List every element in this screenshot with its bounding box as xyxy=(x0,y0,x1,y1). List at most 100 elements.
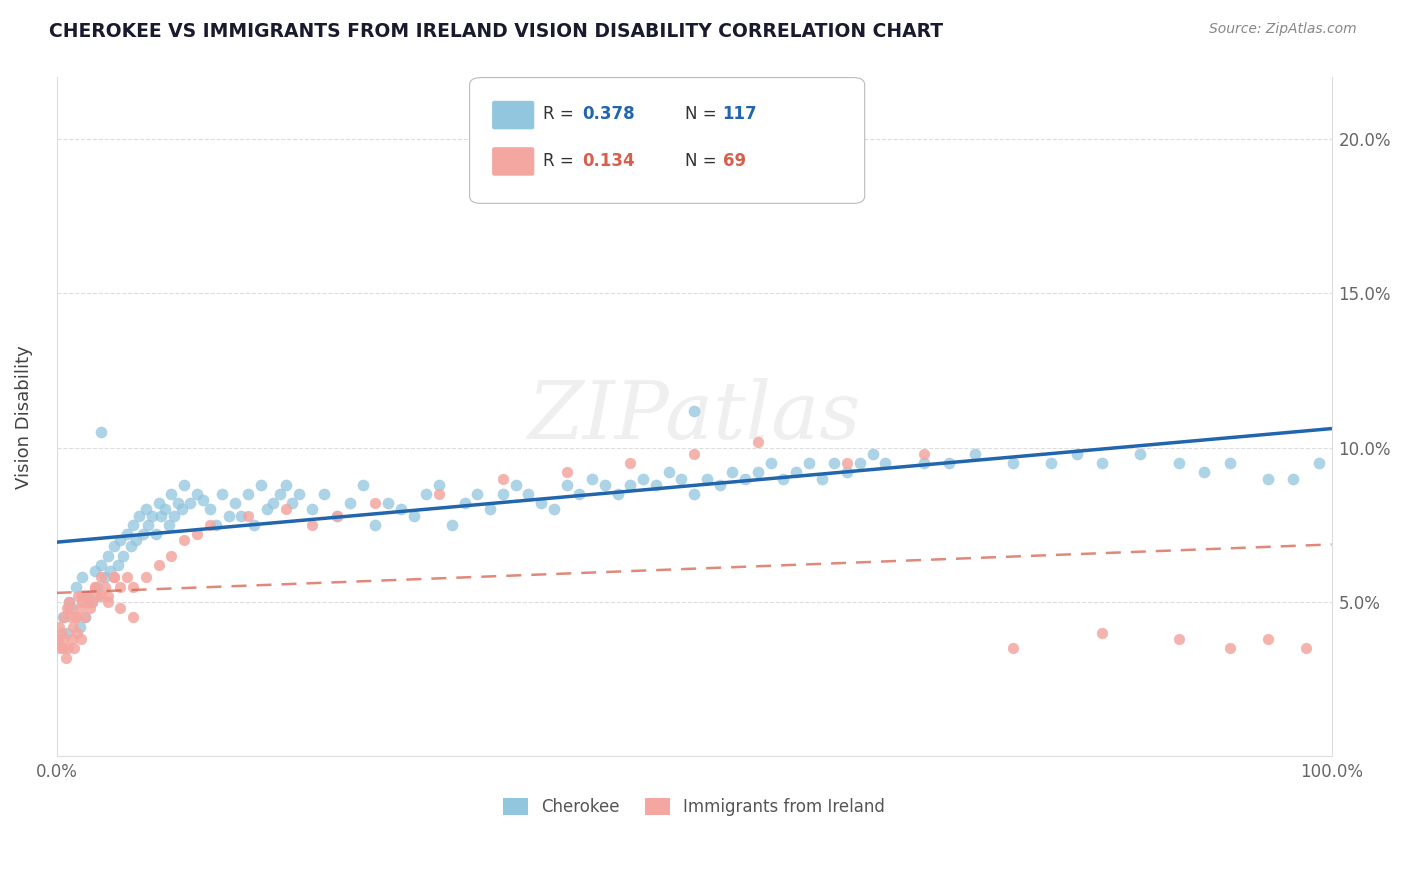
Point xyxy=(160,487,183,501)
Point xyxy=(862,447,884,461)
Point xyxy=(122,517,145,532)
Point xyxy=(73,610,96,624)
Point xyxy=(157,517,180,532)
Point xyxy=(555,477,578,491)
Point xyxy=(124,533,146,548)
Point xyxy=(163,508,186,523)
Point xyxy=(59,610,82,624)
Point xyxy=(83,580,105,594)
Point xyxy=(734,472,756,486)
Point xyxy=(56,625,79,640)
Point xyxy=(314,487,336,501)
Point xyxy=(69,601,91,615)
Point xyxy=(205,517,228,532)
Point xyxy=(568,487,591,501)
Point xyxy=(69,632,91,646)
Point xyxy=(103,570,125,584)
Point xyxy=(65,580,87,594)
Point xyxy=(79,601,101,615)
Point xyxy=(1066,447,1088,461)
Point xyxy=(1167,632,1189,646)
Point xyxy=(1040,456,1063,470)
Legend: Cherokee, Immigrants from Ireland: Cherokee, Immigrants from Ireland xyxy=(496,791,891,822)
Point xyxy=(90,570,112,584)
Point xyxy=(849,456,872,470)
Point xyxy=(76,589,98,603)
Point xyxy=(301,517,323,532)
Text: CHEROKEE VS IMMIGRANTS FROM IRELAND VISION DISABILITY CORRELATION CHART: CHEROKEE VS IMMIGRANTS FROM IRELAND VISI… xyxy=(49,22,943,41)
Point xyxy=(198,502,221,516)
Point xyxy=(186,487,208,501)
Point xyxy=(747,466,769,480)
Point xyxy=(86,580,108,594)
Point xyxy=(179,496,201,510)
Point xyxy=(631,472,654,486)
Point xyxy=(593,477,616,491)
Point xyxy=(52,632,75,646)
Point xyxy=(231,508,253,523)
Point xyxy=(453,496,475,510)
Point xyxy=(94,570,117,584)
Point xyxy=(1257,472,1279,486)
Point xyxy=(128,508,150,523)
Point xyxy=(145,527,167,541)
Point xyxy=(90,558,112,572)
Point xyxy=(543,502,565,516)
Point xyxy=(56,601,79,615)
Point xyxy=(440,517,463,532)
Point xyxy=(785,466,807,480)
Point xyxy=(619,456,641,470)
Point xyxy=(938,456,960,470)
Point xyxy=(60,632,83,646)
Point xyxy=(555,466,578,480)
Point xyxy=(1257,632,1279,646)
Point xyxy=(170,502,193,516)
Point xyxy=(281,496,304,510)
Point xyxy=(326,508,349,523)
Point xyxy=(97,549,120,563)
Point xyxy=(581,472,603,486)
Point xyxy=(1295,641,1317,656)
Point xyxy=(135,570,157,584)
Point xyxy=(132,527,155,541)
Point xyxy=(135,502,157,516)
Point xyxy=(364,496,387,510)
Point xyxy=(110,601,132,615)
Point xyxy=(46,632,69,646)
Point xyxy=(249,477,271,491)
Point xyxy=(823,456,845,470)
Point xyxy=(326,508,349,523)
Text: N =: N = xyxy=(685,105,716,123)
Point xyxy=(1091,625,1114,640)
Point xyxy=(58,595,80,609)
Point xyxy=(912,456,935,470)
Point xyxy=(67,589,90,603)
Point xyxy=(122,580,145,594)
Point xyxy=(236,487,259,501)
Point xyxy=(65,610,87,624)
Point xyxy=(120,540,142,554)
Point xyxy=(772,472,794,486)
Point xyxy=(70,570,93,584)
Point xyxy=(97,589,120,603)
Point xyxy=(86,589,108,603)
Point xyxy=(683,447,706,461)
Point xyxy=(236,508,259,523)
Text: R =: R = xyxy=(543,152,574,169)
Point xyxy=(77,589,100,603)
Point xyxy=(912,447,935,461)
Point xyxy=(110,533,132,548)
Point xyxy=(148,558,170,572)
Point xyxy=(94,580,117,594)
Point xyxy=(65,610,87,624)
Point xyxy=(48,620,70,634)
Point xyxy=(1308,456,1330,470)
Point xyxy=(274,502,297,516)
Point xyxy=(835,466,858,480)
Point xyxy=(56,641,79,656)
Point xyxy=(1091,456,1114,470)
Point xyxy=(1001,456,1024,470)
Point xyxy=(505,477,527,491)
Point xyxy=(696,472,718,486)
Point xyxy=(759,456,782,470)
